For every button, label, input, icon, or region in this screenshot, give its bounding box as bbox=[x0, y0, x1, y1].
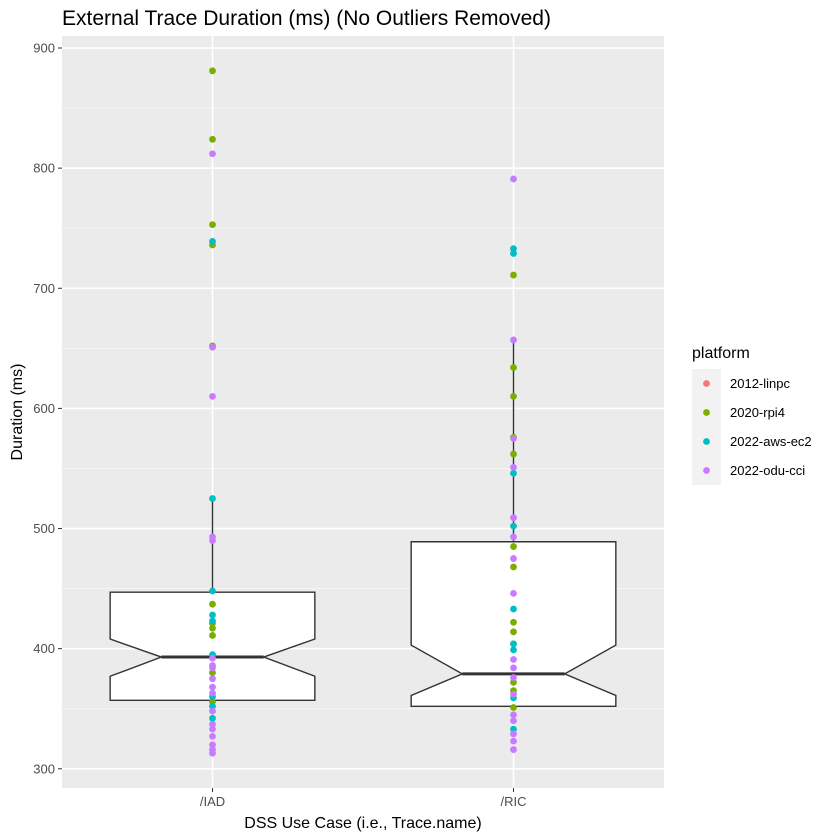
data-point bbox=[510, 514, 517, 522]
legend-key-2012-linpc bbox=[703, 380, 710, 387]
data-point bbox=[209, 720, 216, 728]
data-point bbox=[510, 250, 517, 257]
data-point bbox=[510, 364, 517, 371]
data-point bbox=[510, 690, 517, 698]
data-point bbox=[510, 435, 517, 442]
x-axis-title: DSS Use Case (i.e., Trace.name) bbox=[244, 815, 481, 832]
data-point bbox=[510, 640, 517, 648]
data-point bbox=[510, 737, 517, 745]
data-point bbox=[209, 732, 216, 740]
data-point bbox=[510, 271, 517, 279]
data-point bbox=[209, 698, 216, 705]
data-point bbox=[510, 730, 517, 738]
data-point bbox=[209, 624, 216, 632]
data-point bbox=[209, 702, 216, 710]
data-point bbox=[209, 495, 216, 502]
data-point bbox=[209, 617, 216, 625]
data-point bbox=[510, 175, 517, 183]
data-point bbox=[510, 656, 517, 663]
data-point bbox=[510, 704, 517, 711]
data-point bbox=[510, 717, 517, 725]
legend-key-2022-odu-cci bbox=[703, 467, 710, 474]
data-point bbox=[209, 664, 216, 672]
data-point bbox=[510, 522, 517, 530]
data-point bbox=[510, 463, 517, 471]
data-point bbox=[209, 537, 216, 544]
legend-label: 2012-linpc bbox=[730, 376, 790, 391]
data-point bbox=[510, 555, 517, 562]
legend-key-2020-rpi4 bbox=[703, 409, 710, 416]
data-point bbox=[209, 600, 216, 608]
data-point bbox=[510, 245, 517, 253]
data-point bbox=[209, 221, 216, 229]
legend: platform 2012-linpc 2020-rpi4 2022-aws-ec2… bbox=[692, 345, 812, 485]
data-point bbox=[510, 674, 517, 681]
data-point bbox=[209, 654, 216, 662]
data-point bbox=[510, 469, 517, 477]
data-point bbox=[510, 618, 517, 626]
data-point bbox=[510, 725, 517, 733]
data-point bbox=[510, 563, 517, 571]
data-point bbox=[209, 67, 216, 75]
y-tick-label: 400 bbox=[33, 641, 55, 656]
data-point bbox=[510, 336, 517, 344]
data-point bbox=[510, 711, 517, 719]
y-tick-label: 800 bbox=[33, 161, 55, 176]
points-layer bbox=[209, 67, 517, 757]
legend-label: 2022-aws-ec2 bbox=[730, 434, 812, 449]
data-point bbox=[209, 683, 216, 691]
data-point bbox=[209, 135, 216, 143]
data-point bbox=[510, 628, 517, 636]
y-tick-label: 700 bbox=[33, 281, 55, 296]
data-point bbox=[510, 392, 517, 400]
data-point bbox=[510, 543, 517, 550]
data-point bbox=[209, 238, 216, 245]
data-point bbox=[209, 611, 216, 619]
data-point bbox=[510, 533, 517, 541]
y-tick-label: 500 bbox=[33, 521, 55, 536]
legend-key-2022-aws-ec2 bbox=[703, 438, 710, 445]
data-point bbox=[209, 392, 216, 400]
data-point bbox=[510, 450, 517, 458]
x-tick-label: /RIC bbox=[501, 794, 527, 809]
y-tick-label: 900 bbox=[33, 41, 55, 56]
legend-label: 2020-rpi4 bbox=[730, 405, 785, 420]
data-point bbox=[209, 689, 216, 697]
box-iad bbox=[109, 591, 316, 702]
x-axis: /IAD/RIC bbox=[200, 788, 527, 809]
data-point bbox=[209, 749, 216, 757]
data-point bbox=[510, 746, 517, 753]
legend-label: 2022-odu-cci bbox=[730, 463, 805, 478]
data-point bbox=[209, 343, 216, 351]
y-tick-label: 300 bbox=[33, 761, 55, 776]
x-tick-label: /IAD bbox=[200, 794, 225, 809]
data-point bbox=[209, 150, 216, 158]
data-point bbox=[209, 714, 216, 722]
data-point bbox=[510, 589, 517, 597]
data-point bbox=[209, 725, 216, 733]
data-point bbox=[209, 632, 216, 639]
data-point bbox=[209, 587, 216, 595]
data-point bbox=[209, 707, 216, 715]
data-point bbox=[510, 605, 517, 613]
legend-title: platform bbox=[692, 345, 750, 362]
y-axis: 300 400 500 600 700 800 900 bbox=[33, 41, 62, 776]
y-tick-label: 600 bbox=[33, 401, 55, 416]
data-point bbox=[209, 741, 216, 749]
data-point bbox=[510, 664, 517, 672]
data-point bbox=[510, 678, 517, 686]
data-point bbox=[209, 675, 216, 683]
chart-title: External Trace Duration (ms) (No Outlier… bbox=[62, 7, 551, 30]
y-axis-title: Duration (ms) bbox=[9, 364, 26, 461]
data-point bbox=[209, 669, 216, 677]
data-point bbox=[510, 646, 517, 654]
